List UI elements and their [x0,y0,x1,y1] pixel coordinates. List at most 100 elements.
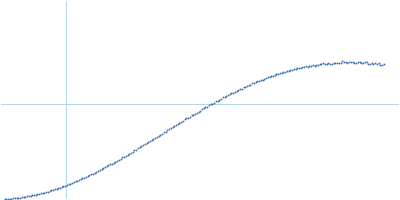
Point [275,72,281,75]
Point [218,97,224,100]
Point [365,62,372,65]
Point [209,102,216,106]
Point [22,195,28,198]
Point [69,181,75,185]
Point [206,104,212,107]
Point [131,149,138,152]
Point [195,110,202,113]
Point [187,115,193,118]
Point [360,61,366,64]
Point [147,139,153,143]
Point [240,86,247,89]
Point [216,98,222,101]
Point [282,70,288,74]
Point [1,197,8,200]
Point [316,62,323,65]
Point [72,180,79,183]
Point [315,64,321,67]
Point [239,87,245,90]
Point [292,67,299,70]
Point [162,130,169,133]
Point [81,176,88,179]
Point [264,76,271,79]
Point [55,187,62,190]
Point [368,61,375,65]
Point [301,65,307,69]
Point [110,161,117,164]
Point [350,60,356,63]
Point [230,91,236,94]
Point [376,62,382,65]
Point [226,93,233,96]
Point [244,84,250,88]
Point [102,166,108,169]
Point [135,147,141,150]
Point [351,61,358,65]
Point [83,175,89,178]
Point [41,191,48,194]
Point [3,197,10,200]
Point [88,173,94,176]
Point [100,167,106,170]
Point [166,128,172,131]
Point [214,99,221,102]
Point [136,146,143,149]
Point [126,152,132,155]
Point [190,113,196,116]
Point [14,196,20,200]
Point [247,83,254,86]
Point [228,92,235,95]
Point [256,79,262,82]
Point [285,69,292,72]
Point [29,194,36,197]
Point [260,78,266,81]
Point [145,141,152,144]
Point [43,190,49,194]
Point [53,187,60,190]
Point [327,62,333,65]
Point [67,182,74,185]
Point [242,86,248,89]
Point [90,172,96,175]
Point [171,124,178,128]
Point [140,144,146,147]
Point [116,158,122,161]
Point [148,138,155,142]
Point [308,64,314,67]
Point [254,80,261,83]
Point [122,154,129,157]
Point [114,159,120,162]
Point [258,78,264,82]
Point [200,107,207,110]
Point [334,61,340,64]
Point [348,60,354,63]
Point [332,61,338,64]
Point [58,185,65,189]
Point [92,171,98,174]
Point [336,61,342,64]
Point [287,68,294,72]
Point [298,66,304,70]
Point [133,148,139,151]
Point [337,61,344,64]
Point [40,191,46,195]
Point [128,151,134,154]
Point [104,165,110,168]
Point [34,193,41,196]
Point [45,190,51,193]
Point [284,70,290,73]
Point [237,88,243,91]
Point [164,129,170,132]
Point [355,61,361,64]
Point [299,65,306,69]
Point [211,101,217,104]
Point [304,65,311,68]
Point [157,133,164,136]
Point [318,63,325,66]
Point [38,192,44,195]
Point [377,64,384,67]
Point [19,196,25,199]
Point [176,121,183,124]
Point [130,150,136,153]
Point [325,61,332,64]
